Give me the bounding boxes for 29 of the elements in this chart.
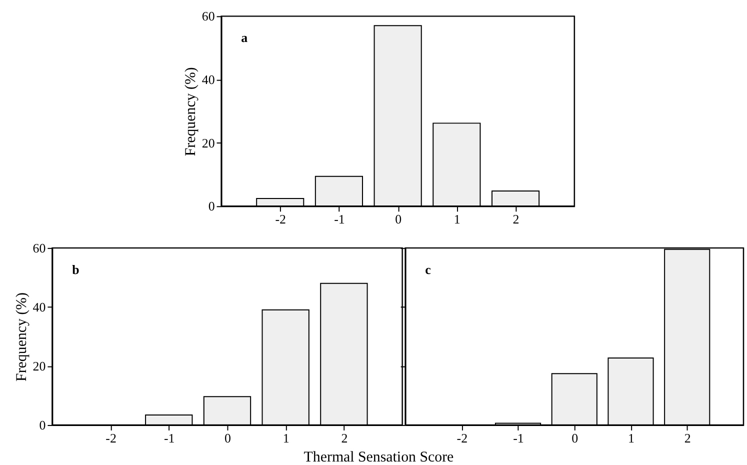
x-tick-label: 2 bbox=[341, 430, 348, 446]
y-tick-label: 60 bbox=[202, 8, 215, 24]
y-axis-title: Frequency (%) bbox=[182, 67, 199, 156]
x-tick-label: -1 bbox=[334, 212, 345, 227]
x-tick-label: 1 bbox=[282, 430, 290, 446]
x-tick-label: 2 bbox=[512, 212, 520, 227]
y-tick-label: 40 bbox=[32, 299, 46, 314]
y-axis-title: Frequency (%) bbox=[14, 292, 30, 382]
x-tick-label: 2 bbox=[684, 430, 691, 446]
x-tick-label: -2 bbox=[456, 430, 468, 446]
y-tick-label: 20 bbox=[32, 358, 46, 374]
x-tick-label: 1 bbox=[628, 430, 634, 446]
y-tick-label: 20 bbox=[202, 135, 215, 150]
x-tick-label: 0 bbox=[224, 430, 231, 446]
y-tick-label: 40 bbox=[202, 72, 215, 87]
x-tick-label: -1 bbox=[513, 430, 524, 446]
x-axis-title: Thermal Sensation Score bbox=[304, 449, 454, 465]
y-tick-label: 60 bbox=[32, 240, 46, 256]
x-tick-label: -1 bbox=[164, 430, 175, 446]
annotation: c bbox=[425, 262, 432, 277]
y-tick-label: 0 bbox=[39, 417, 46, 432]
x-tick-label: 1 bbox=[454, 212, 460, 227]
y-tick-label: 0 bbox=[208, 198, 215, 214]
x-tick-label: 0 bbox=[395, 212, 402, 227]
annotation: b bbox=[72, 262, 80, 277]
annotation: a bbox=[241, 30, 248, 46]
x-tick-label: -2 bbox=[275, 212, 286, 227]
x-tick-label: 0 bbox=[572, 430, 578, 446]
x-tick-label: -2 bbox=[106, 430, 116, 446]
